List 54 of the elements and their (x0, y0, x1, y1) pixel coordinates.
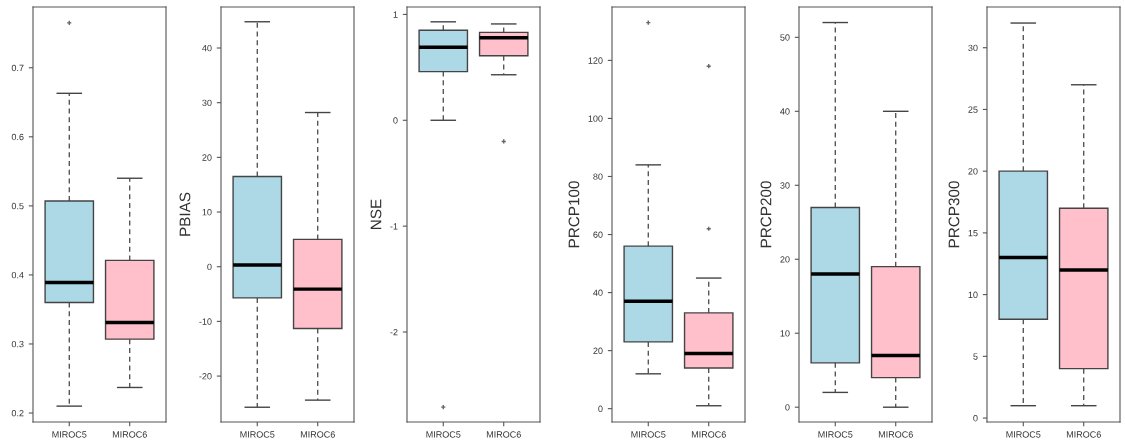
y-tick-label: 30 (968, 44, 978, 52)
y-axis-title: PRCP200 (760, 181, 772, 248)
x-tick-label: MIROC5 (52, 431, 87, 438)
y-tick-label: 60 (593, 231, 603, 238)
x-tick-label: MIROC6 (486, 431, 521, 438)
y-tick-label: 0 (973, 415, 978, 422)
y-tick-label: 0.3 (11, 340, 24, 348)
y-tick-label: -2 (390, 328, 398, 336)
y-tick-label: -10 (199, 318, 212, 325)
y-tick-label: 20 (202, 154, 212, 161)
y-tick-label: 0 (207, 263, 212, 271)
y-tick-label: 0.5 (11, 202, 24, 210)
y-tick-label: 30 (780, 182, 790, 189)
y-tick-label: 0 (393, 117, 398, 124)
y-tick-label: 10 (780, 330, 790, 337)
y-axis-title: PRCP100 (568, 181, 580, 248)
y-tick-label: 20 (593, 347, 603, 354)
y-tick-label: 10 (202, 209, 212, 216)
y-tick-label: 5 (973, 353, 978, 360)
x-tick-label: MIROC5 (631, 431, 666, 438)
x-tick-label: MIROC6 (691, 431, 726, 438)
y-tick-label: 25 (968, 106, 978, 113)
y-tick-label: 100 (588, 115, 603, 122)
x-tick-label: MIROC6 (878, 431, 913, 438)
y-axis-title: PBIAS (179, 192, 191, 236)
y-axis-title: PRCP300 (948, 181, 960, 248)
y-tick-label: 120 (588, 57, 603, 64)
x-tick-label: MIROC6 (300, 431, 335, 438)
x-tick-label: MIROC5 (240, 431, 275, 438)
y-tick-label: 40 (202, 44, 212, 52)
y-tick-label: 20 (968, 168, 978, 175)
y-tick-label: 50 (780, 34, 790, 41)
y-tick-label: 10 (968, 291, 978, 298)
y-tick-label: 40 (593, 289, 603, 296)
y-tick-label: 1 (393, 11, 398, 18)
y-tick-label: -1 (390, 223, 398, 230)
y-tick-label: 0.4 (11, 271, 24, 279)
y-tick-label: 80 (593, 173, 603, 180)
y-tick-label: 30 (202, 99, 212, 107)
y-tick-label: 0.2 (11, 409, 24, 417)
y-tick-label: 0.6 (11, 133, 24, 141)
y-tick-label: -20 (199, 373, 212, 380)
x-tick-label: MIROC6 (1066, 431, 1101, 438)
y-tick-label: 40 (780, 108, 790, 115)
y-tick-label: 15 (968, 229, 978, 237)
y-tick-label: 20 (780, 256, 790, 263)
x-tick-label: MIROC5 (818, 431, 853, 438)
y-tick-label: 0.7 (11, 64, 24, 72)
x-tick-label: MIROC5 (1006, 431, 1041, 438)
x-tick-label: MIROC6 (112, 431, 147, 438)
x-tick-label: MIROC5 (426, 431, 461, 438)
y-tick-label: 0 (785, 404, 790, 411)
y-axis-title: NSE (370, 199, 382, 229)
y-tick-label: 0 (598, 405, 603, 413)
